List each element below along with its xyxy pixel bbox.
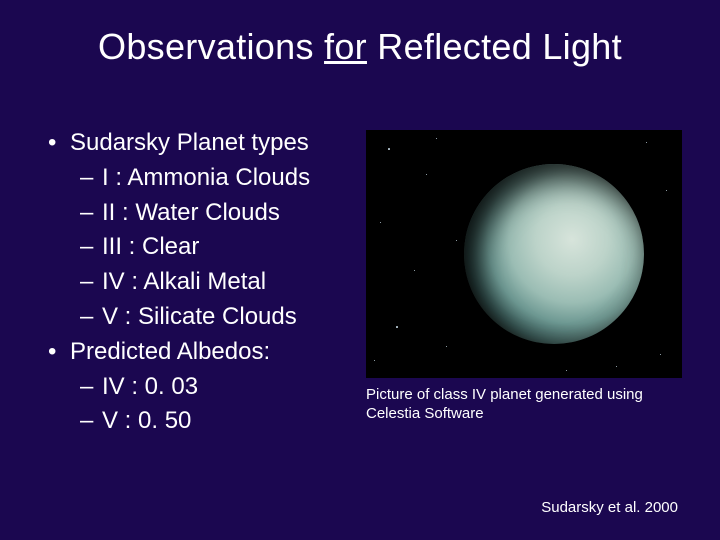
star-icon	[616, 366, 617, 367]
bullet-item: V : 0. 50	[44, 404, 348, 439]
star-icon	[426, 174, 427, 175]
bullet-item: IV : Alkali Metal	[44, 265, 348, 300]
star-icon	[388, 148, 390, 150]
bullet-item: I : Ammonia Clouds	[44, 161, 348, 196]
bullet-item: V : Silicate Clouds	[44, 300, 348, 335]
star-icon	[380, 222, 381, 223]
star-icon	[566, 370, 567, 371]
title-pre: Observations	[98, 26, 324, 67]
star-icon	[646, 142, 647, 143]
star-icon	[436, 138, 437, 139]
bullet-item: Predicted Albedos:	[44, 335, 348, 370]
image-caption: Picture of class IV planet generated usi…	[366, 386, 682, 424]
planet-icon	[464, 164, 644, 344]
star-icon	[456, 240, 457, 241]
star-icon	[396, 326, 398, 328]
star-icon	[660, 354, 661, 355]
slide: Observations for Reflected Light Sudarsk…	[0, 0, 720, 540]
bullet-list: Sudarsky Planet types I : Ammonia Clouds…	[28, 126, 348, 439]
bullet-item: Sudarsky Planet types	[44, 126, 348, 161]
bullet-item: II : Water Clouds	[44, 196, 348, 231]
title-underlined: for	[324, 26, 367, 67]
star-icon	[666, 190, 667, 191]
title-post: Reflected Light	[367, 26, 622, 67]
content-row: Sudarsky Planet types I : Ammonia Clouds…	[28, 126, 692, 439]
citation: Sudarsky et al. 2000	[541, 499, 678, 516]
star-icon	[374, 360, 375, 361]
star-icon	[414, 270, 415, 271]
slide-title: Observations for Reflected Light	[28, 26, 692, 68]
planet-render-box	[366, 130, 682, 378]
star-icon	[446, 346, 447, 347]
bullet-item: IV : 0. 03	[44, 370, 348, 405]
bullet-item: III : Clear	[44, 230, 348, 265]
image-column: Picture of class IV planet generated usi…	[366, 126, 692, 439]
